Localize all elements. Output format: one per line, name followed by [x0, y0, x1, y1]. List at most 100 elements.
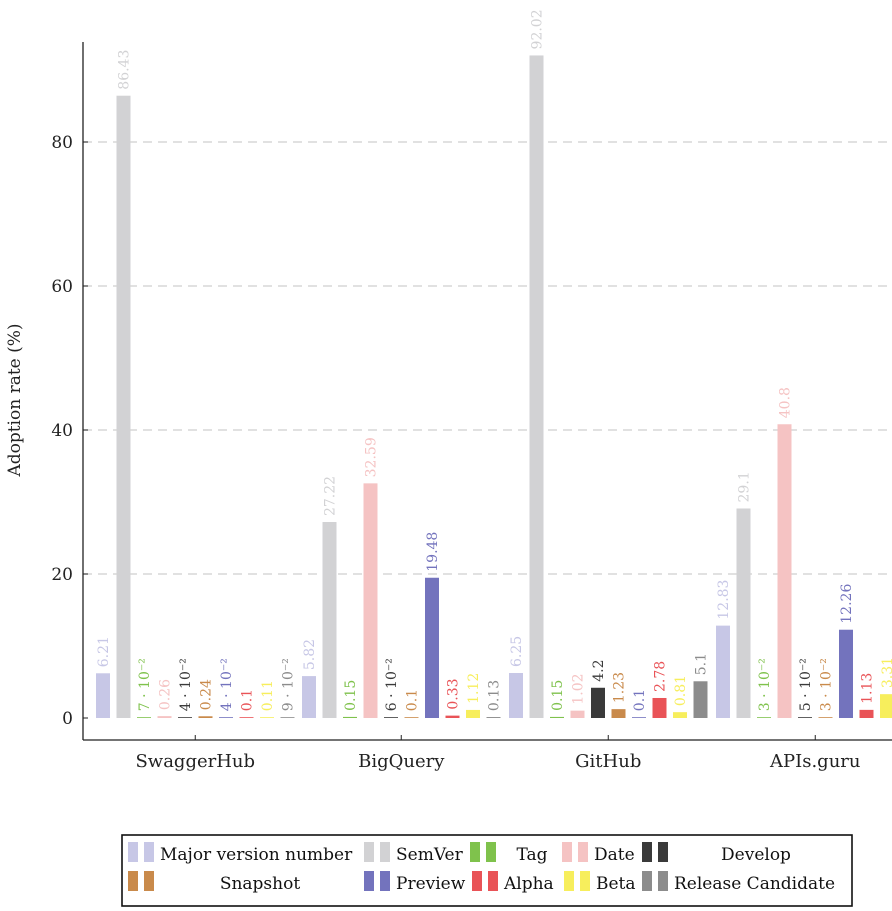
data-label-tag-swaggerhub: 7 · 10⁻² — [137, 658, 153, 711]
category-label-apis-guru: APIs.guru — [769, 751, 861, 772]
legend-entry-release-candidate: Release Candidate — [642, 871, 835, 894]
data-label-semver-apis-guru: 29.1 — [737, 471, 753, 502]
data-label-preview-github: 0.1 — [632, 689, 648, 711]
legend-entry-alpha: Alpha — [472, 871, 554, 894]
legend-entry-date: Date — [562, 842, 635, 865]
bar-snapshot-bigquery — [404, 717, 419, 718]
data-label-beta-github: 0.81 — [673, 675, 689, 706]
bar-preview-swaggerhub — [219, 717, 233, 718]
data-label-alpha-bigquery: 0.33 — [446, 678, 462, 709]
data-label-date-bigquery: 32.59 — [364, 437, 380, 477]
bar-develop-apis-guru — [798, 717, 812, 718]
bar-snapshot-github — [611, 709, 626, 718]
legend-label-develop: Develop — [721, 845, 791, 865]
data-label-preview-apis-guru: 12.26 — [839, 584, 855, 624]
bar-alpha-bigquery — [445, 715, 460, 718]
y-tick-label: 0 — [62, 709, 73, 729]
bar-snapshot-apis-guru — [818, 717, 833, 718]
data-label-semver-swaggerhub: 86.43 — [117, 50, 133, 90]
bar-major-version-number-apis-guru — [716, 625, 730, 718]
grid-lines — [83, 141, 892, 575]
bar-tag-github — [550, 716, 564, 718]
legend-swatch — [486, 842, 496, 862]
bar-snapshot-swaggerhub — [198, 716, 213, 718]
legend-entry-beta: Beta — [564, 871, 636, 894]
legend-label-tag: Tag — [516, 845, 547, 865]
y-axis-label: Adoption rate (%) — [5, 323, 25, 477]
bar-major-version-number-github — [509, 673, 523, 718]
bar-alpha-apis-guru — [859, 709, 874, 718]
bar-develop-swaggerhub — [178, 717, 192, 718]
bar-tag-swaggerhub — [137, 717, 151, 718]
bar-beta-bigquery — [466, 709, 480, 718]
legend-swatch — [144, 842, 154, 862]
bar-semver-apis-guru — [736, 508, 751, 718]
legend-label-alpha: Alpha — [503, 874, 554, 894]
legend-label-major-version-number: Major version number — [160, 845, 353, 865]
legend-swatch — [488, 871, 498, 891]
legend-swatch — [564, 871, 574, 891]
bar-preview-apis-guru — [839, 629, 853, 718]
data-label-snapshot-bigquery: 0.1 — [405, 689, 421, 711]
legend-swatch — [472, 871, 482, 891]
data-label-develop-swaggerhub: 4 · 10⁻² — [178, 658, 194, 711]
data-label-alpha-apis-guru: 1.13 — [860, 673, 876, 704]
bar-beta-swaggerhub — [260, 717, 274, 718]
legend-label-date: Date — [594, 845, 635, 865]
bar-tag-apis-guru — [757, 717, 771, 718]
bar-alpha-github — [652, 697, 667, 718]
bar-major-version-number-bigquery — [302, 676, 316, 718]
legend: Major version number SemVer Tag Date Develop… — [121, 834, 853, 907]
legend-entry-semver: SemVer — [364, 842, 464, 865]
bar-major-version-number-swaggerhub — [96, 673, 110, 718]
bar-preview-bigquery — [425, 577, 439, 718]
legend-label-preview: Preview — [396, 874, 466, 894]
data-label-develop-github: 4.2 — [591, 659, 607, 681]
legend-swatch — [380, 842, 390, 862]
legend-label-release-candidate: Release Candidate — [674, 874, 835, 894]
bars — [96, 55, 892, 719]
data-label-date-apis-guru: 40.8 — [778, 387, 794, 418]
legend-swatch — [642, 871, 652, 891]
y-tick-label: 60 — [51, 277, 73, 297]
data-label-develop-apis-guru: 5 · 10⁻² — [798, 658, 814, 711]
category-label-github: GitHub — [575, 751, 641, 772]
data-label-preview-swaggerhub: 4 · 10⁻² — [219, 658, 235, 711]
legend-entry-tag: Tag — [470, 842, 548, 865]
data-label-major-version-number-github: 6.25 — [509, 636, 525, 667]
legend-swatch — [578, 842, 588, 862]
legend-swatch — [128, 842, 138, 862]
bar-develop-bigquery — [384, 717, 398, 718]
legend-swatch — [128, 871, 138, 891]
legend-label-semver: SemVer — [396, 845, 464, 865]
data-label-tag-apis-guru: 3 · 10⁻² — [757, 658, 773, 711]
legend-swatch — [144, 871, 154, 891]
data-label-date-github: 1.02 — [571, 673, 587, 704]
bar-release-candidate-bigquery — [486, 717, 501, 718]
data-label-snapshot-swaggerhub: 0.24 — [199, 679, 215, 710]
data-label-snapshot-apis-guru: 3 · 10⁻² — [819, 658, 835, 711]
bar-date-github — [570, 710, 585, 718]
data-label-date-swaggerhub: 0.26 — [158, 679, 174, 710]
data-label-semver-bigquery: 27.22 — [323, 476, 339, 516]
bar-beta-github — [673, 712, 687, 718]
data-label-major-version-number-apis-guru: 12.83 — [716, 580, 732, 620]
legend-entry-develop: Develop — [642, 842, 791, 865]
legend-swatch — [580, 871, 590, 891]
bar-semver-github — [529, 55, 544, 719]
y-tick-label: 40 — [51, 421, 73, 441]
data-label-tag-github: 0.15 — [550, 680, 566, 711]
legend-label-beta: Beta — [596, 874, 636, 894]
axes: 0 20 40 60 80 — [51, 42, 892, 741]
y-tick-label: 20 — [51, 565, 73, 585]
bar-semver-swaggerhub — [116, 95, 131, 719]
data-label-alpha-swaggerhub: 0.1 — [240, 689, 256, 711]
legend-swatch — [470, 842, 480, 862]
legend-entry-snapshot: Snapshot — [128, 871, 300, 894]
bar-release-candidate-github — [693, 681, 708, 718]
bar-date-bigquery — [363, 483, 378, 718]
data-label-tag-bigquery: 0.15 — [343, 680, 359, 711]
bar-preview-github — [632, 717, 646, 718]
